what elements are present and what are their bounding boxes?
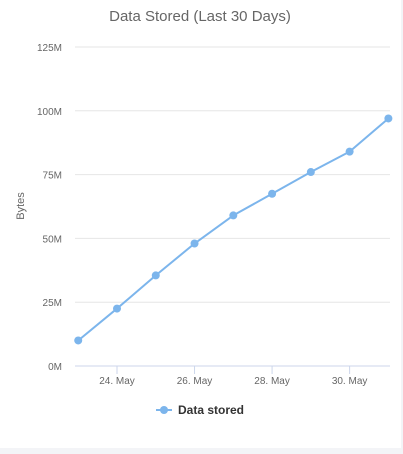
y-tick-label: 50M [43,234,62,245]
data-point[interactable] [190,239,199,248]
y-axis-label: Bytes [15,192,27,220]
legend-item-data-stored[interactable]: Data stored [155,403,245,417]
y-tick-label: 100M [37,107,62,118]
legend: Data stored [0,403,400,418]
legend-marker-icon [155,405,172,415]
y-tick-label: 125M [37,43,62,54]
grid-lines [75,46,390,367]
data-point[interactable] [229,211,238,220]
chart-title: Data Stored (Last 30 Days) [109,8,291,25]
line-chart: 0M 25M 50M 75M 100M 125M 24. May 26. May 28. Ma… [15,43,393,387]
data-point[interactable] [384,114,393,123]
legend-label: Data stored [177,403,245,417]
data-point[interactable] [113,304,121,313]
x-tick-label: 24. May [99,376,135,387]
series-line [77,117,390,342]
y-tick-label: 75M [43,171,62,182]
data-point[interactable] [345,147,354,156]
series-layer [74,114,393,345]
data-point[interactable] [306,168,315,177]
y-tick-label: 0M [48,362,62,373]
x-axis-ticks: 24. May 26. May 28. May 30. May [99,366,367,387]
x-tick-label: 26. May [177,376,213,387]
data-point[interactable] [151,271,160,280]
data-point[interactable] [74,336,83,345]
y-tick-label: 25M [43,298,62,309]
y-axis-ticks: 0M 25M 50M 75M 100M 125M [37,43,62,373]
x-tick-label: 30. May [332,376,368,387]
data-point[interactable] [268,189,277,198]
x-tick-label: 28. May [254,376,290,387]
